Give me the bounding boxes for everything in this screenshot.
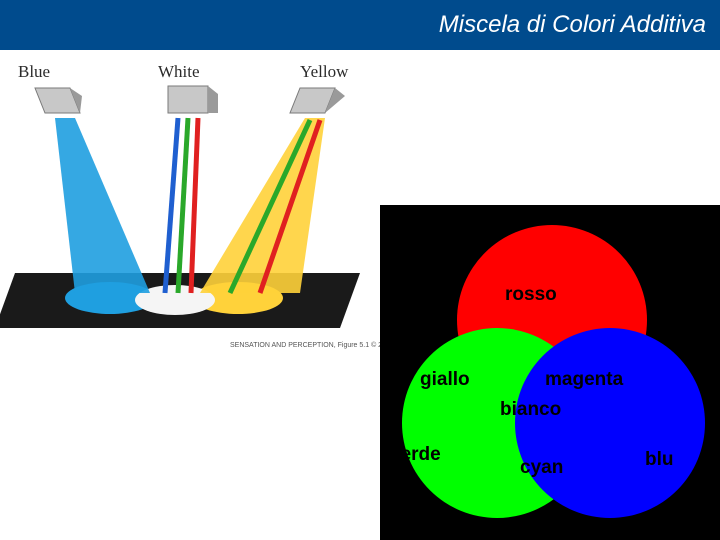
white-beam-red-line: [191, 118, 198, 293]
white-beam-blue-line: [165, 118, 178, 293]
additive-lamps-figure: Blue White Yellow: [0, 58, 375, 348]
label-giallo: giallo: [420, 370, 470, 389]
label-blu: blu: [645, 450, 674, 469]
beam-blue: [55, 118, 150, 293]
label-bianco: bianco: [500, 400, 561, 419]
rgb-venn-figure: rosso giallo magenta bianco verde cyan b…: [380, 205, 720, 540]
title-bar: Miscela di Colori Additiva: [0, 0, 720, 50]
label-rosso: rosso: [505, 285, 557, 304]
lamp-blue: [35, 88, 82, 113]
label-white: White: [158, 62, 200, 82]
lamps-svg: [0, 58, 375, 348]
beam-yellow: [200, 118, 325, 293]
label-blue: Blue: [18, 62, 50, 82]
page-title: Miscela di Colori Additiva: [439, 11, 706, 39]
lamp-white: [168, 86, 218, 113]
label-cyan: cyan: [520, 458, 563, 477]
label-verde: verde: [390, 445, 441, 464]
lamp-yellow: [290, 88, 345, 113]
circle-blue: [515, 328, 705, 518]
label-magenta: magenta: [545, 370, 623, 389]
label-yellow: Yellow: [300, 62, 348, 82]
white-beam-green-line: [178, 118, 188, 293]
